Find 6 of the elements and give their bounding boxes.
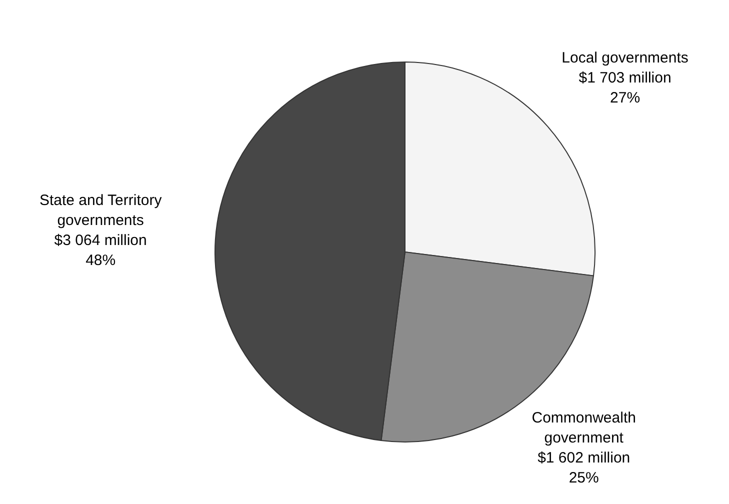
slice-label: State and Territory governments <box>39 192 162 229</box>
slice-label: Local governments <box>562 49 688 66</box>
data-label: $1 703 million 27% <box>578 69 672 106</box>
data-label: $1 602 million 25% <box>538 449 630 486</box>
data-label: $3 064 million 48% <box>54 232 147 269</box>
slice-label: Commonwealth government <box>532 409 636 446</box>
